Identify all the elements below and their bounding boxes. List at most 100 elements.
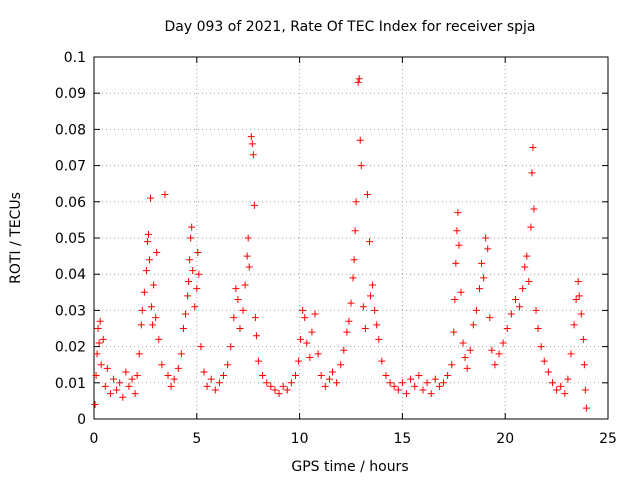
data-point (350, 256, 358, 264)
data-point (321, 382, 329, 390)
data-point (345, 317, 353, 325)
data-point (291, 372, 299, 380)
data-point (367, 292, 375, 300)
data-point (158, 361, 166, 369)
data-point (574, 277, 582, 285)
data-point (534, 325, 542, 332)
y-tick-label: 0.08 (55, 122, 86, 138)
data-point (495, 350, 503, 358)
data-point (440, 379, 448, 387)
data-point (91, 401, 99, 409)
data-point (459, 339, 467, 347)
data-point (557, 382, 565, 390)
data-point (287, 379, 295, 387)
data-point (184, 292, 192, 300)
data-point (448, 361, 456, 369)
data-point (343, 328, 351, 336)
data-point (97, 361, 105, 369)
data-point (251, 314, 259, 322)
data-point (93, 350, 101, 358)
data-point (122, 368, 130, 376)
data-point (215, 379, 223, 387)
data-point (254, 357, 262, 365)
y-tick-label: 0.05 (55, 231, 86, 247)
data-point (356, 136, 364, 144)
data-point (101, 382, 109, 390)
data-point (532, 306, 540, 314)
data-point (355, 75, 363, 83)
data-point (259, 372, 267, 380)
data-point (188, 223, 196, 231)
data-point (207, 375, 215, 383)
data-point (195, 270, 203, 278)
data-point (499, 339, 507, 347)
y-tick-labels: 0 0.01 0.02 0.03 0.04 0.05 0.06 0.07 0.08 0.09 0.1 (55, 50, 86, 428)
data-point (375, 335, 383, 343)
data-point (537, 343, 545, 351)
data-point (148, 303, 156, 311)
x-tick-label: 10 (291, 431, 309, 447)
data-point (411, 382, 419, 390)
data-point (137, 321, 145, 329)
data-point (371, 306, 379, 314)
data-point (164, 372, 172, 380)
data-point (361, 325, 369, 332)
data-point (444, 372, 452, 380)
y-tick-label: 0 (77, 412, 86, 428)
data-point (149, 321, 157, 329)
data-point (167, 382, 175, 390)
data-point (243, 252, 251, 260)
data-point (570, 321, 578, 329)
data-point (239, 306, 247, 314)
data-point (352, 198, 360, 206)
data-point (143, 238, 151, 246)
data-point (354, 78, 362, 86)
data-point (138, 306, 146, 314)
data-point (423, 379, 431, 387)
data-point (308, 328, 316, 336)
data-point (236, 325, 244, 332)
data-point (472, 306, 480, 314)
data-point (564, 375, 572, 383)
data-point (95, 339, 103, 347)
x-tick-label: 25 (599, 431, 617, 447)
data-point (142, 267, 150, 275)
data-point (99, 335, 107, 343)
data-point (187, 234, 195, 242)
data-point (227, 343, 235, 351)
data-point (128, 375, 136, 383)
data-point (366, 238, 374, 246)
data-point (540, 357, 548, 365)
data-point (530, 205, 538, 213)
data-point (153, 248, 161, 256)
data-point (553, 386, 561, 394)
data-point (113, 386, 121, 394)
data-point (189, 267, 197, 275)
x-tick-label: 15 (393, 431, 411, 447)
data-point (133, 372, 141, 380)
data-point (224, 361, 232, 369)
data-point (131, 390, 139, 398)
data-point (340, 346, 348, 354)
data-point (369, 281, 377, 289)
data-point (548, 379, 556, 387)
x-tick-label: 5 (192, 431, 201, 447)
data-point (575, 292, 583, 300)
data-point (185, 277, 193, 285)
data-point (357, 162, 365, 170)
data-point (311, 310, 319, 318)
y-axis-label: ROTI / TECUs (8, 192, 24, 284)
y-tick-label: 0.02 (55, 340, 86, 356)
data-point (244, 234, 252, 242)
data-point (398, 379, 406, 387)
data-point (275, 390, 283, 398)
data-points (91, 75, 590, 412)
data-point (283, 386, 291, 394)
data-point (386, 379, 394, 387)
data-point (486, 314, 494, 322)
data-point (297, 335, 305, 343)
data-point (155, 335, 163, 343)
data-point (147, 194, 155, 202)
data-point (150, 281, 158, 289)
